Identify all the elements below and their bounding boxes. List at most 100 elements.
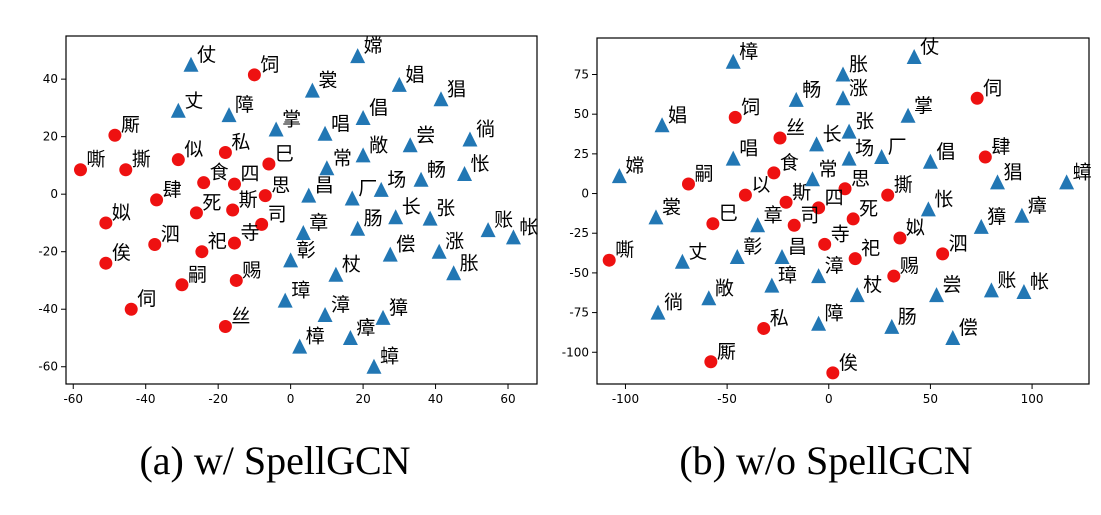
y-tick-label: 0: [50, 187, 58, 201]
x-tick-label: -100: [612, 392, 639, 406]
point-label: 杖: [863, 274, 882, 296]
blue-triangle-point: [990, 174, 1006, 190]
point-label: 嘶: [86, 149, 105, 171]
point-label: 肆: [163, 179, 182, 201]
x-tick-label: 20: [355, 392, 370, 406]
blue-triangle-point: [1016, 283, 1032, 299]
red-circle-point: [227, 177, 241, 191]
blue-triangle-point: [1059, 174, 1075, 190]
blue-triangle-point: [973, 218, 989, 234]
point-label: 昌: [315, 175, 334, 197]
point-label: 掌: [282, 108, 301, 130]
red-circle-point: [893, 231, 907, 245]
y-tick-label: -75: [569, 306, 589, 320]
blue-triangle-point: [725, 53, 741, 69]
point-label: 偿: [396, 234, 415, 256]
blue-triangle-point: [835, 90, 851, 106]
point-label: 食: [210, 162, 229, 184]
point-label: 倡: [369, 97, 388, 119]
x-tick-label: 40: [428, 392, 443, 406]
point-label: 嫦: [625, 155, 644, 177]
point-label: 死: [202, 192, 221, 214]
blue-triangle-point: [788, 91, 804, 107]
red-circle-point: [787, 218, 801, 232]
point-label: 猖: [447, 78, 466, 100]
point-label: 涨: [445, 231, 464, 253]
x-tick-label: -50: [717, 392, 737, 406]
point-label: 四: [240, 163, 259, 185]
point-label: 巳: [275, 143, 294, 165]
blue-triangle-point: [283, 252, 299, 268]
point-label: 蟑: [380, 346, 399, 368]
point-label: 长: [823, 123, 842, 145]
point-label: 怅: [934, 188, 953, 210]
point-label: 赐: [900, 255, 919, 277]
point-label: 司: [268, 203, 287, 225]
point-label: 厂: [358, 177, 377, 199]
blue-triangle-point: [654, 117, 670, 133]
blue-triangle-point: [422, 210, 438, 226]
point-label: 泗: [949, 233, 968, 255]
blue-triangle-point: [764, 277, 780, 293]
blue-triangle-point: [774, 249, 790, 265]
point-label: 撕: [894, 174, 913, 196]
point-label: 巳: [719, 203, 738, 225]
blue-triangle-point: [809, 136, 825, 152]
y-tick-label: 25: [574, 147, 589, 161]
caption-without-spellgcn: (b) w/o SpellGCN: [679, 438, 973, 483]
point-label: 食: [780, 152, 799, 174]
point-label: 以: [751, 174, 770, 196]
blue-triangle-point: [811, 268, 827, 284]
blue-triangle-point: [277, 292, 293, 308]
red-circle-point: [150, 193, 164, 207]
point-label: 寺: [240, 222, 259, 244]
blue-triangle-point: [413, 171, 429, 187]
point-label: 思: [271, 175, 290, 197]
point-label: 裳: [662, 196, 681, 218]
red-circle-point: [887, 269, 901, 283]
y-tick-label: -20: [38, 245, 58, 259]
blue-triangle-point: [355, 147, 371, 163]
point-label: 饲: [260, 54, 279, 76]
point-label: 丈: [184, 90, 203, 112]
point-label: 裳: [318, 70, 337, 92]
blue-triangle-point: [674, 253, 690, 269]
blue-triangle-point: [480, 222, 496, 238]
point-label: 丈: [688, 241, 707, 263]
point-label: 似: [184, 139, 203, 161]
point-label: 敞: [369, 134, 388, 156]
point-label: 畅: [427, 159, 446, 181]
point-label: 尝: [943, 274, 962, 296]
scatter-plot-without-spellgcn: -100 -50 0 50 100 -100 -75 -50 -25 0 25 50 75 伺饲丝肆食嗣以…: [562, 36, 1092, 406]
blue-triangle-point: [650, 304, 666, 320]
red-circle-point: [681, 177, 695, 191]
point-label: 怅: [471, 153, 490, 175]
blue-triangle-point: [319, 160, 335, 176]
blue-triangle-point: [750, 217, 766, 233]
x-tick-label: 100: [1021, 392, 1044, 406]
red-circle-point: [108, 128, 122, 142]
x-tick-label: 0: [287, 392, 295, 406]
point-label: 掌: [914, 95, 933, 117]
panel-with-spellgcn: -60 -40 -20 0 20 40 60 -60 -40 -20 0 20 40 饲厮似 私嘶 撕食四巳肆…: [0, 0, 550, 515]
red-circle-point: [229, 273, 243, 287]
blue-triangle-point: [344, 190, 360, 206]
point-label: 俟: [839, 352, 858, 374]
red-circle-point: [704, 355, 718, 369]
point-label: 厮: [717, 341, 736, 363]
point-label: 尝: [416, 124, 435, 146]
red-circle-point: [846, 212, 860, 226]
red-circle-point: [848, 252, 862, 266]
point-label: 胀: [460, 252, 479, 274]
point-label: 帐: [519, 216, 538, 238]
point-label: 伺: [137, 288, 156, 310]
point-label: 斯: [792, 181, 811, 203]
blue-triangle-point: [355, 109, 371, 125]
blue-triangle-point: [841, 123, 857, 139]
y-tick-label: 50: [574, 107, 589, 121]
blue-triangle-point: [841, 150, 857, 166]
point-label: 仗: [197, 44, 216, 66]
x-tick-label: -20: [208, 392, 228, 406]
blue-triangle-point: [835, 66, 851, 82]
red-circle-point: [99, 256, 113, 270]
